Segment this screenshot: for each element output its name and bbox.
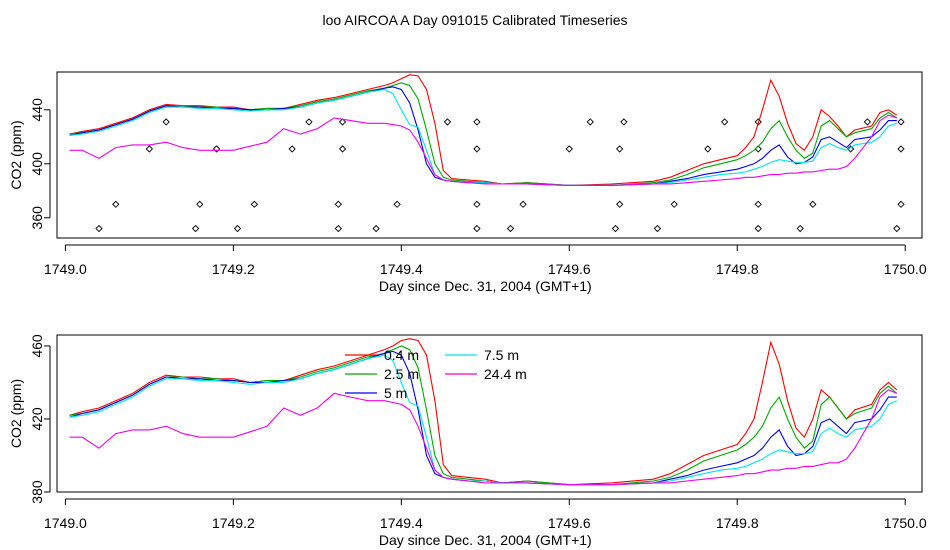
chart1-marker-point: [338, 145, 347, 153]
chart1-marker-point: [338, 118, 347, 126]
chart1-series-line-3: [69, 86, 897, 186]
chart2-legend-label: 2.5 m: [384, 366, 419, 382]
chart1-marker-point: [191, 224, 200, 233]
chart2-legend-label: 5 m: [384, 385, 407, 401]
chart1-marker-point: [233, 224, 242, 233]
chart1-x-tick-label: 1749.8: [716, 261, 759, 277]
chart1-series-line-5: [69, 114, 897, 186]
chart1-marker-point: [519, 200, 527, 208]
chart2-plot-frame: [56, 334, 923, 493]
chart1-marker-point: [897, 145, 905, 153]
chart1-marker-point: [754, 224, 762, 233]
chart2-x-tick-label: 1750.0: [884, 515, 927, 531]
chart2-y-axis-label: CO2 (ppm): [8, 379, 24, 448]
chart1-marker-point: [473, 145, 481, 153]
chart1-marker-point: [212, 145, 221, 153]
chart1-y-tick-label: 440: [29, 98, 45, 122]
chart1-marker-point: [863, 118, 872, 126]
chart1-marker-point: [616, 145, 624, 153]
chart1-marker-point: [393, 200, 401, 208]
chart1-y-tick-label: 400: [29, 152, 45, 176]
chart2-x-tick-label: 1749.6: [548, 515, 591, 531]
chart1-marker-point: [112, 200, 120, 208]
figure-title: loo AIRCOA A Day 091015 Calibrated Times…: [322, 12, 628, 28]
chart1-marker-point: [653, 224, 662, 233]
chart1-marker-point: [616, 200, 624, 208]
chart2-x-tick-label: 1749.4: [380, 515, 423, 531]
chart2-x-tick-label: 1749.8: [716, 515, 759, 531]
chart1-marker-point: [670, 200, 678, 208]
chart1-x-tick-label: 1750.0: [884, 261, 927, 277]
chart1-marker-point: [796, 224, 804, 233]
chart1-marker-point: [250, 200, 258, 208]
chart1-marker-point: [334, 224, 342, 233]
chart1-marker-point: [704, 145, 712, 153]
chart1-marker-point: [473, 118, 481, 126]
chart1-marker-point: [754, 200, 762, 208]
chart1-series-line-4: [69, 88, 897, 186]
chart1-series-line-2: [69, 82, 898, 186]
chart2-legend-label: 24.4 m: [484, 366, 527, 382]
chart1-marker-point: [372, 224, 380, 233]
chart2-series-line-1: [69, 338, 898, 486]
chart1-marker-point: [897, 118, 905, 126]
chart1-marker-point: [196, 200, 204, 208]
chart2-x-tick-label: 1749.2: [212, 515, 255, 531]
chart1-x-axis-label: Day since Dec. 31, 2004 (GMT+1): [379, 278, 592, 294]
chart1-marker-point: [473, 200, 481, 208]
chart1-x-tick-label: 1749.4: [380, 261, 423, 277]
chart1-x-tick-label: 1749.6: [548, 261, 591, 277]
chart1-marker-point: [565, 145, 573, 153]
chart1-y-axis-label: CO2 (ppm): [8, 120, 24, 189]
chart2-series-line-4: [69, 354, 898, 486]
chart2-series-line-2: [69, 345, 898, 486]
chart1-marker-point: [288, 145, 296, 153]
chart1-marker-point: [721, 118, 729, 126]
chart1-marker-point: [334, 200, 342, 208]
chart1-marker-point: [145, 145, 154, 153]
chart1-marker-point: [506, 224, 515, 233]
chart1-marker-point: [897, 200, 905, 208]
chart1-marker-point: [473, 224, 481, 233]
chart1-marker-point: [893, 224, 901, 233]
chart1-marker-point: [443, 118, 452, 126]
chart1-marker-point: [95, 224, 103, 233]
chart1-marker-point: [162, 118, 170, 126]
chart1-x-tick-label: 1749.2: [212, 261, 255, 277]
chart2-x-axis-label: Day since Dec. 31, 2004 (GMT+1): [379, 532, 592, 548]
chart2-legend-label: 7.5 m: [484, 347, 519, 363]
chart1-marker-point: [305, 118, 313, 126]
chart2-y-tick-label: 460: [29, 334, 45, 358]
chart2-legend-label: 0.4 m: [384, 347, 419, 363]
chart2-x-tick-label: 1749.0: [44, 515, 87, 531]
chart1-marker-point: [611, 224, 620, 233]
chart1-x-tick-label: 1749.0: [44, 261, 87, 277]
chart1-series-line-1: [69, 74, 898, 186]
chart1-marker-point: [846, 145, 855, 153]
chart2-series-line-5: [69, 389, 898, 486]
chart1-marker-point: [809, 200, 817, 208]
chart1-y-tick-label: 360: [29, 206, 45, 230]
chart2-y-tick-label: 380: [29, 480, 45, 504]
chart1-marker-point: [586, 118, 594, 126]
chart1-plot-frame: [56, 71, 923, 239]
chart2-y-tick-label: 420: [29, 407, 45, 431]
chart1-marker-point: [620, 118, 628, 126]
